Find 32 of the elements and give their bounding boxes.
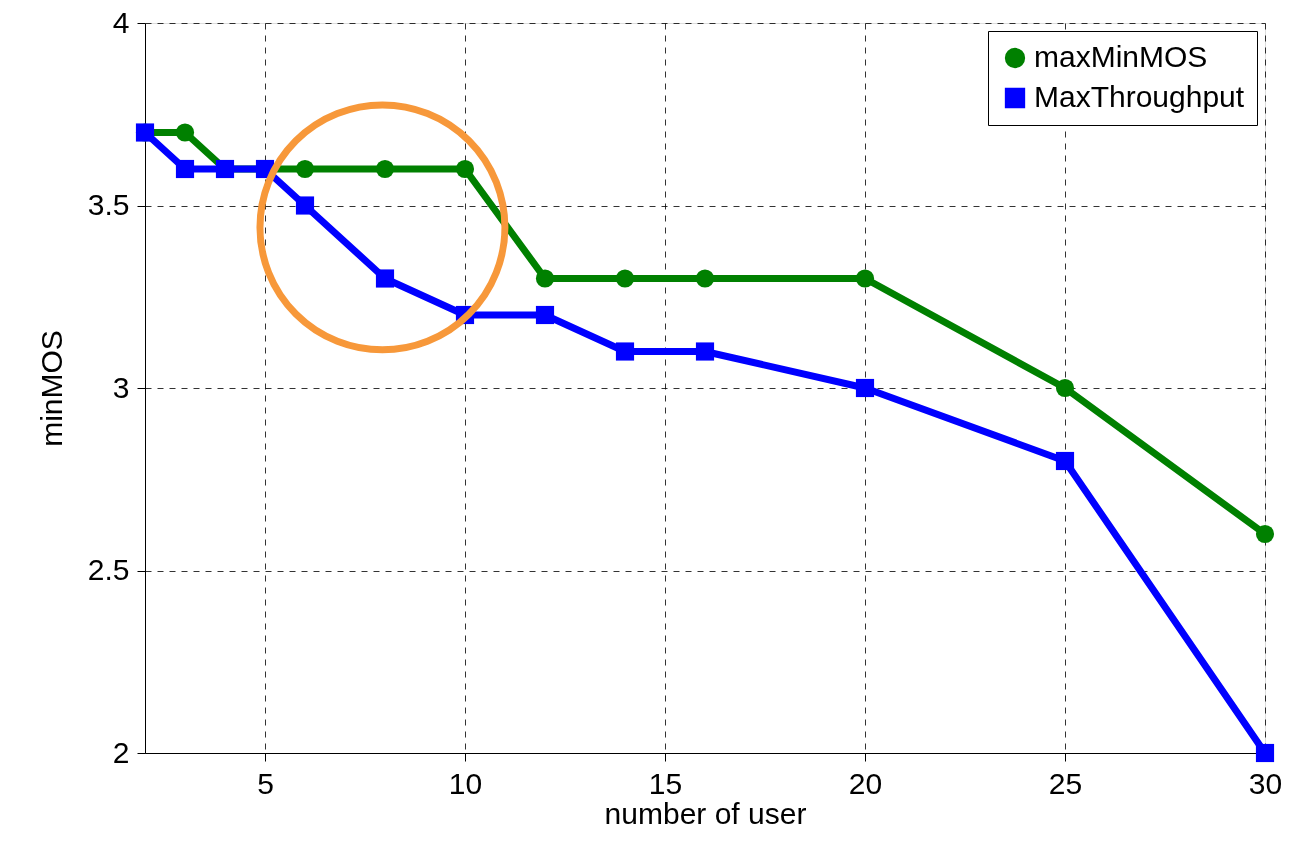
point bbox=[1055, 451, 1075, 471]
x-tick-label: 25 bbox=[1048, 766, 1083, 800]
point bbox=[175, 123, 195, 142]
x-tick-label: 30 bbox=[1248, 766, 1283, 800]
y-tick-label: 2.5 bbox=[87, 553, 130, 586]
point bbox=[375, 159, 395, 179]
legend-label: maxMinMOS bbox=[1034, 40, 1208, 73]
x-tick-label: 20 bbox=[848, 766, 883, 800]
point bbox=[855, 269, 875, 288]
y-tick-label: 4 bbox=[112, 5, 130, 39]
point bbox=[695, 269, 715, 288]
point bbox=[295, 159, 315, 179]
point bbox=[695, 342, 715, 361]
x-tick-label: 10 bbox=[448, 766, 483, 800]
y-tick-label: 2 bbox=[112, 735, 130, 769]
legend-label: MaxThroughput bbox=[1034, 80, 1245, 113]
point bbox=[615, 342, 635, 361]
point bbox=[1255, 524, 1275, 544]
point bbox=[1055, 378, 1075, 398]
y-axis-title: minMOS bbox=[34, 330, 68, 447]
point bbox=[855, 378, 875, 398]
point bbox=[1255, 743, 1275, 763]
point bbox=[535, 269, 555, 288]
point bbox=[295, 196, 315, 215]
point bbox=[615, 269, 635, 288]
point bbox=[375, 269, 395, 288]
point bbox=[175, 159, 195, 179]
x-tick-label: 5 bbox=[257, 766, 274, 800]
y-tick-label: 3.5 bbox=[87, 188, 130, 221]
point bbox=[535, 305, 555, 325]
point bbox=[455, 159, 475, 179]
y-tick-label: 3 bbox=[112, 370, 130, 404]
